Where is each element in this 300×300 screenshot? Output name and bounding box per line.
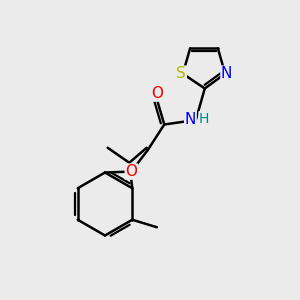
Text: N: N xyxy=(185,112,196,128)
Text: O: O xyxy=(125,164,137,179)
Text: N: N xyxy=(221,66,232,81)
Text: O: O xyxy=(151,86,163,101)
Text: H: H xyxy=(199,112,209,126)
Text: S: S xyxy=(176,66,186,81)
